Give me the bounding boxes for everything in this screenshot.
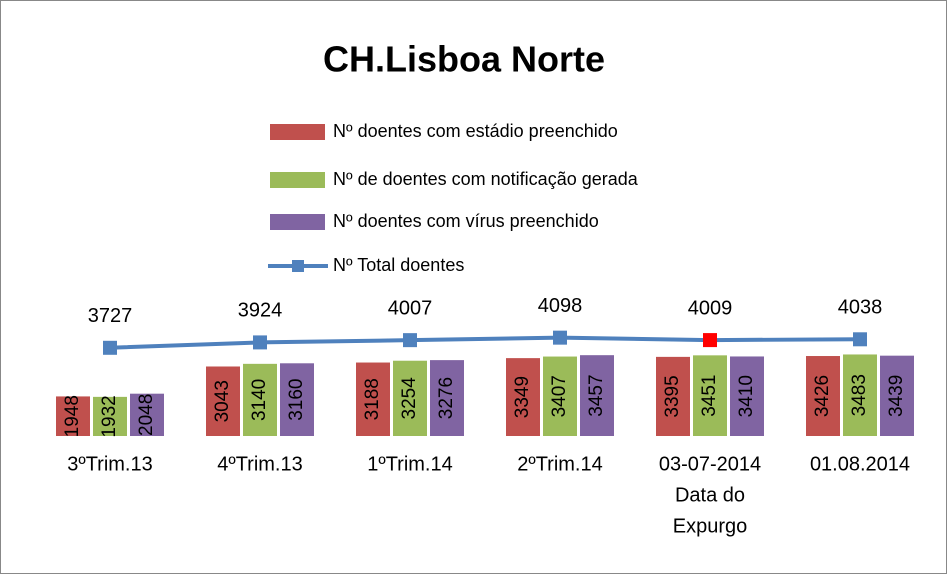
line-value-label: 3924 <box>238 300 283 322</box>
bar <box>243 363 277 436</box>
legend-label: Nº de doentes com notificação gerada <box>333 169 639 189</box>
line-marker <box>253 335 267 350</box>
bar <box>843 354 877 436</box>
bar-value-label: 3457 <box>586 374 607 416</box>
bar-value-label: 3349 <box>512 376 533 418</box>
bar <box>430 360 464 436</box>
legend-swatch <box>270 172 325 188</box>
bar-value-label: 3439 <box>886 375 907 417</box>
legend-swatch <box>270 214 325 230</box>
chart-title: CH.Lisboa Norte <box>323 39 605 80</box>
bar-value-label: 3426 <box>812 375 833 417</box>
bar-value-label: 3451 <box>699 375 720 417</box>
line-marker <box>703 333 717 348</box>
line-marker <box>553 330 567 345</box>
line-value-label: 4007 <box>388 297 433 319</box>
legend-swatch <box>270 124 325 140</box>
x-tick-label: 2ºTrim.14 <box>517 453 602 475</box>
line-marker <box>103 340 117 355</box>
line-value-label: 4098 <box>538 295 583 317</box>
bar-value-label: 1932 <box>99 395 120 437</box>
bar-value-label: 3140 <box>249 379 270 421</box>
bar <box>56 396 90 436</box>
bar <box>880 355 914 436</box>
x-tick-label: Data do <box>675 484 745 506</box>
x-tick-label: 01.08.2014 <box>810 453 910 475</box>
bar-value-label: 1948 <box>62 395 83 437</box>
bar <box>356 362 390 436</box>
bar <box>393 360 427 436</box>
bar-value-label: 3395 <box>662 375 683 417</box>
bar <box>543 356 577 436</box>
line <box>109 335 861 350</box>
bar <box>656 356 690 436</box>
bar <box>730 356 764 436</box>
bar-value-label: 3407 <box>549 375 570 417</box>
bar <box>506 358 540 436</box>
bar-value-label: 3043 <box>212 380 233 422</box>
bar <box>693 355 727 436</box>
legend-label: Nº doentes com estádio preenchido <box>333 121 618 141</box>
bar-value-label: 2048 <box>136 394 157 436</box>
line-value-label: 3727 <box>88 305 133 327</box>
legend-marker <box>292 260 304 272</box>
line-marker <box>853 332 867 347</box>
x-tick-label: 3ºTrim.13 <box>67 453 152 475</box>
x-tick-label: 03-07-2014 <box>659 453 761 475</box>
bar-value-label: 3254 <box>399 377 420 420</box>
bar <box>580 355 614 436</box>
bar <box>93 396 127 436</box>
line-value-label: 4009 <box>688 297 733 319</box>
x-tick-label: Expurgo <box>673 515 748 537</box>
bar-value-label: 3188 <box>362 378 383 420</box>
bar-value-label: 3483 <box>849 374 870 416</box>
bar-value-label: 3276 <box>436 377 457 419</box>
bar <box>206 366 240 436</box>
x-tick-label: 4ºTrim.13 <box>217 453 302 475</box>
line-marker <box>403 333 417 348</box>
x-tick-label: 1ºTrim.14 <box>367 453 452 475</box>
bar-value-label: 3160 <box>286 379 307 421</box>
bar <box>806 356 840 436</box>
bar-value-label: 3410 <box>736 375 757 417</box>
bar <box>280 363 314 436</box>
bar <box>130 393 164 436</box>
legend-label: Nº doentes com vírus preenchido <box>333 211 599 231</box>
line-value-label: 4038 <box>838 297 883 319</box>
legend-label: Nº Total doentes <box>333 255 464 275</box>
